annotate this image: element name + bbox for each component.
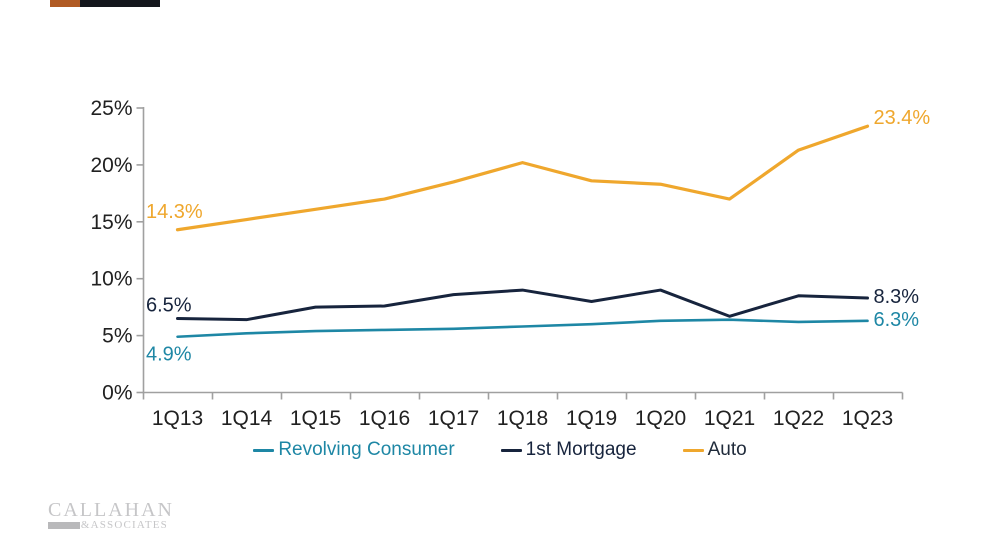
x-tick-label: 1Q13 [152,407,203,430]
x-tick-label: 1Q19 [566,407,617,430]
x-tick-label: 1Q21 [704,407,755,430]
callahan-logo: CALLAHAN &ASSOCIATES [48,499,174,531]
auto-end-label: 23.4% [874,107,931,129]
legend-label: Auto [707,439,747,460]
y-tick-label: 5% [102,325,132,348]
cropped-header-bar [50,0,160,7]
revolving-consumer-dash-icon [253,448,275,452]
legend-item-1st-mortgage: 1st Mortgage [500,439,637,461]
header-accent-block [50,0,80,7]
auto-start-label: 14.3% [146,201,203,223]
x-tick-label: 1Q18 [497,407,548,430]
chart-legend: Revolving Consumer 1st Mortgage Auto [0,439,1000,461]
logo-associates-text: &ASSOCIATES [80,519,168,531]
logo-callahan-text: CALLAHAN [48,499,174,521]
revolving-consumer-end-label: 6.3% [874,309,920,331]
x-tick-label: 1Q20 [635,407,686,430]
revolving-consumer-start-label: 4.9% [146,344,192,366]
legend-label: 1st Mortgage [525,439,637,460]
revolving-consumer-line [176,318,869,339]
x-tick-label: 1Q16 [359,407,410,430]
x-tick-label: 1Q23 [842,407,893,430]
x-tick-label: 1Q22 [773,407,824,430]
legend-label: Revolving Consumer [278,439,455,460]
header-dark-block [80,0,160,7]
x-tick-label: 1Q17 [428,407,479,430]
y-tick-label: 10% [90,268,132,291]
x-tick-label: 1Q14 [221,407,273,430]
legend-item-revolving-consumer: Revolving Consumer [253,439,455,461]
legend-item-auto: Auto [682,439,747,461]
y-tick-label: 20% [90,154,132,177]
y-tick-label: 25% [90,97,132,120]
auto-line [175,124,870,232]
1st-mortgage-end-label: 8.3% [874,286,920,308]
x-tick-label: 1Q15 [290,407,341,430]
first-mortgage-dash-icon [500,448,522,452]
y-tick-label: 15% [90,211,132,234]
auto-dash-icon [682,448,704,452]
1st-mortgage-line [176,288,869,322]
logo-bar [48,522,80,529]
y-tick-label: 0% [102,382,132,405]
1st-mortgage-start-label: 6.5% [146,295,192,317]
